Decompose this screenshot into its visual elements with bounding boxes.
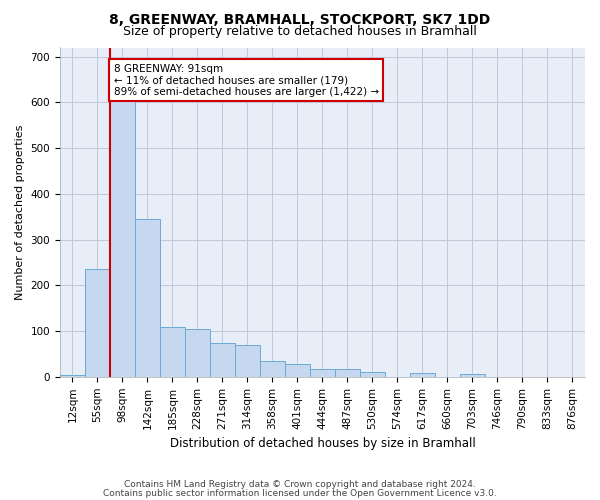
Bar [335,368,360,377]
Bar [235,345,260,377]
Text: 8, GREENWAY, BRAMHALL, STOCKPORT, SK7 1DD: 8, GREENWAY, BRAMHALL, STOCKPORT, SK7 1D… [109,12,491,26]
Bar [185,329,210,377]
Bar [260,361,285,377]
Bar [360,372,385,377]
Text: 8 GREENWAY: 91sqm
← 11% of detached houses are smaller (179)
89% of semi-detache: 8 GREENWAY: 91sqm ← 11% of detached hous… [113,64,379,96]
Y-axis label: Number of detached properties: Number of detached properties [15,124,25,300]
Bar [60,374,85,377]
Bar [160,326,185,377]
Bar [285,364,310,377]
Bar [310,368,335,377]
Text: Contains public sector information licensed under the Open Government Licence v3: Contains public sector information licen… [103,490,497,498]
Text: Contains HM Land Registry data © Crown copyright and database right 2024.: Contains HM Land Registry data © Crown c… [124,480,476,489]
Bar [85,270,110,377]
Bar [460,374,485,377]
Bar [210,342,235,377]
Bar [135,219,160,377]
Bar [110,75,135,377]
Text: Size of property relative to detached houses in Bramhall: Size of property relative to detached ho… [123,25,477,38]
Bar [410,373,435,377]
X-axis label: Distribution of detached houses by size in Bramhall: Distribution of detached houses by size … [170,437,475,450]
